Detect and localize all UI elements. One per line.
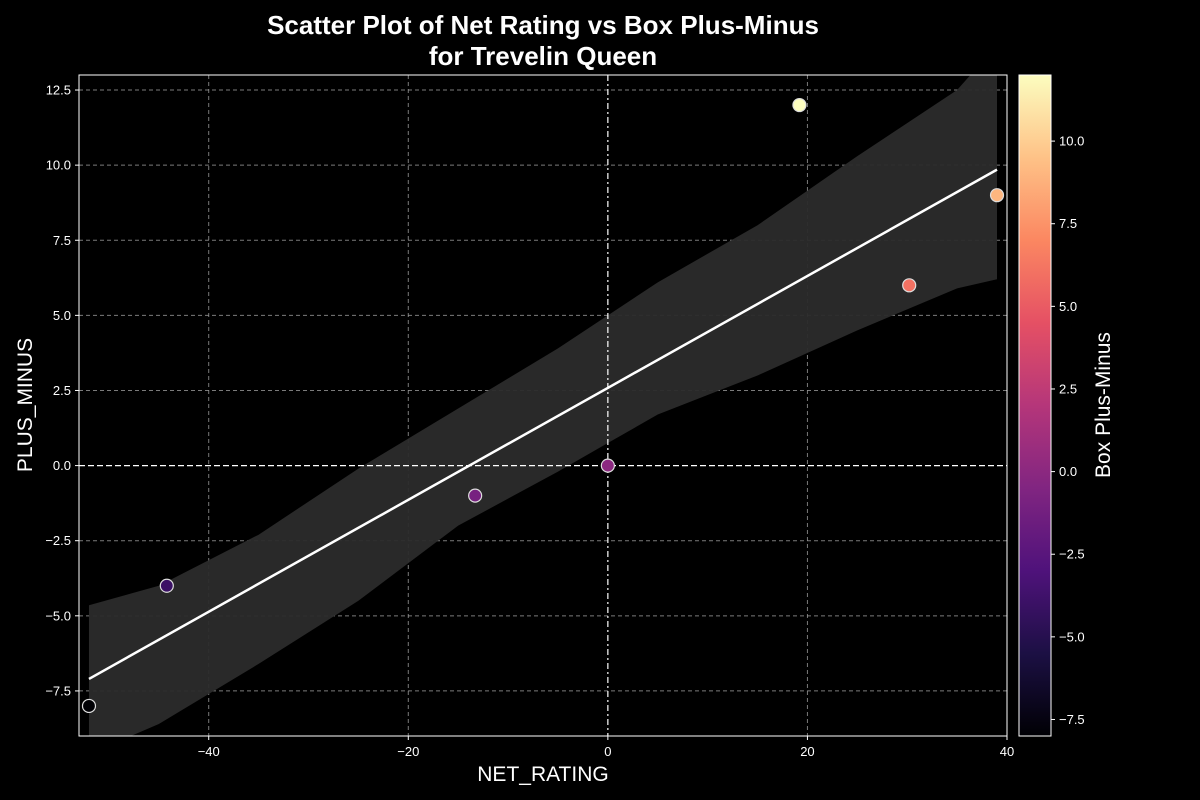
y-tick-label: 10.0: [46, 158, 71, 173]
y-tick-label: −7.5: [45, 683, 71, 698]
x-tick-label: −40: [198, 744, 220, 759]
reference-lines: [79, 75, 1007, 736]
y-tick-label: 5.0: [53, 308, 71, 323]
y-tick-label: 12.5: [46, 83, 71, 98]
y-tick-label: −5.0: [45, 608, 71, 623]
colorbar-frame: [1018, 74, 1052, 737]
x-tick-label: 20: [800, 744, 814, 759]
data-point: [468, 488, 483, 503]
data-point: [792, 97, 807, 113]
colorbar: [1019, 75, 1051, 736]
y-tick-label: 2.5: [53, 383, 71, 398]
data-point: [159, 578, 174, 593]
x-axis-label: NET_RATING: [477, 763, 608, 786]
data-point: [989, 188, 1005, 203]
x-tick-label: 40: [1000, 744, 1014, 759]
confidence-band: [88, 75, 998, 736]
colorbar-tick-label: −2.5: [1059, 547, 1085, 562]
y-tick-label: −2.5: [45, 533, 71, 548]
colorbar-tick-label: −7.5: [1059, 712, 1085, 727]
data-point: [81, 698, 97, 714]
x-tick-label: −20: [397, 744, 419, 759]
confidence-band-group: [88, 75, 998, 736]
x-axis-ticks: −40 −20 0 20 40: [198, 736, 1014, 759]
grid-lines: [79, 75, 1008, 736]
chart-title-line-1: Scatter Plot of Net Rating vs Box Plus-M…: [267, 10, 819, 40]
x-tick-label: 0: [604, 744, 611, 759]
data-point: [902, 278, 917, 293]
colorbar-tick-label: −5.0: [1059, 629, 1085, 644]
regression-line: [88, 168, 998, 681]
colorbar-tick-label: 0.0: [1059, 464, 1077, 479]
plot-frame: [78, 74, 1008, 737]
colorbar-tick-label: 10.0: [1059, 134, 1084, 149]
y-axis-label: PLUS_MINUS: [14, 338, 37, 472]
y-axis-ticks: −7.5 −5.0 −2.5 0.0 2.5 5.0 7.5 10.0 12.5: [45, 83, 79, 698]
colorbar-ticks: −7.5 −5.0 −2.5 0.0 2.5 5.0 7.5 10.0: [1051, 134, 1085, 727]
colorbar-tick-label: 2.5: [1059, 381, 1077, 396]
regression-group: [88, 168, 998, 681]
chart-title-line-2: for Trevelin Queen: [428, 41, 658, 71]
y-tick-label: 7.5: [53, 233, 71, 248]
colorbar-label: Box Plus-Minus: [1092, 332, 1115, 478]
colorbar-tick-label: 7.5: [1059, 216, 1077, 231]
y-tick-label: 0.0: [53, 458, 71, 473]
data-point: [600, 458, 615, 473]
colorbar-tick-label: 5.0: [1059, 299, 1077, 314]
data-points: [81, 97, 1005, 714]
